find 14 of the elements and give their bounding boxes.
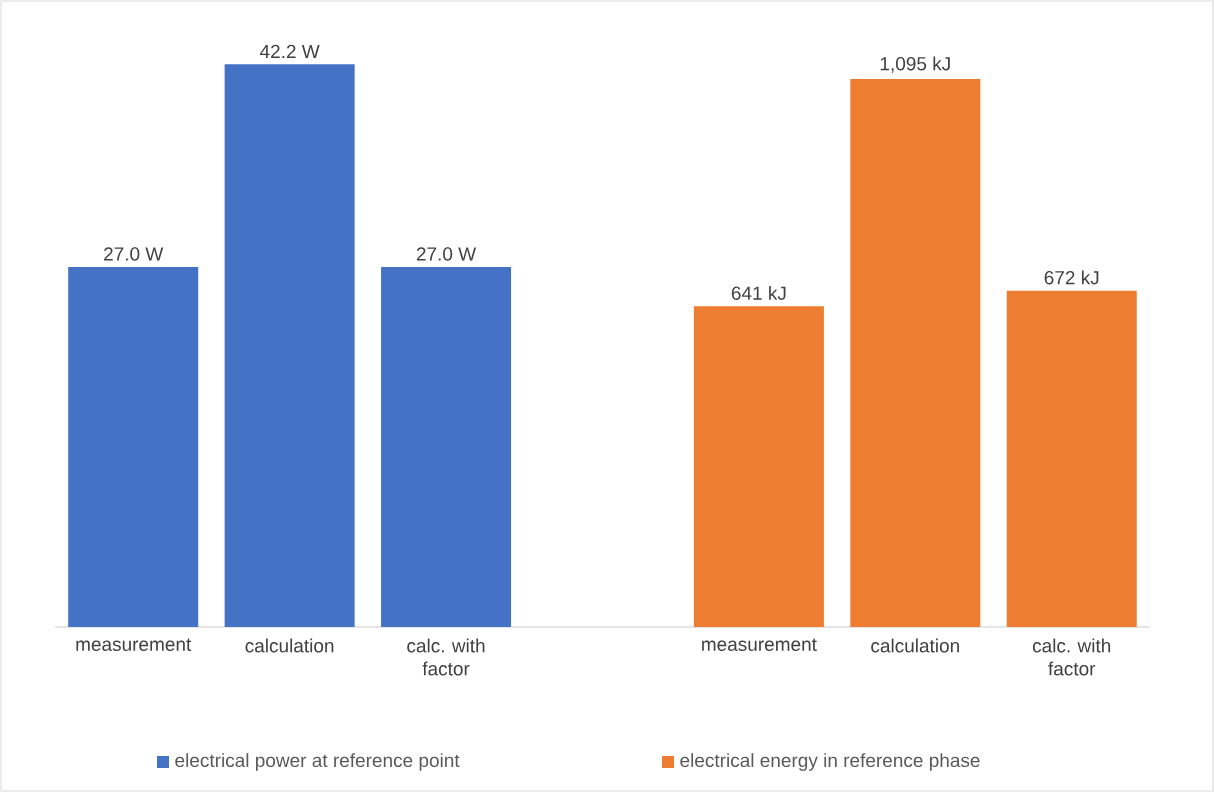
data-label: 42.2 W (259, 44, 320, 58)
legend-label: electrical power at reference point (175, 753, 460, 771)
data-label: 1,095 kJ (880, 56, 950, 73)
x-tick-label: calc. with factor (407, 638, 485, 676)
x-tick-label: calculation (245, 638, 334, 653)
data-label: 27.0 W (416, 247, 477, 261)
x-tick-label: calculation (871, 638, 959, 653)
data-label: 27.0 W (104, 247, 164, 261)
legend-label: electrical energy in reference phase (680, 753, 980, 771)
data-label: 641 kJ (731, 285, 786, 300)
x-tick-label: measurement (702, 638, 817, 651)
x-tick-label: calc. with factor (1032, 638, 1111, 676)
x-tick-label: measurement (76, 638, 192, 651)
data-label: 672 kJ (1044, 270, 1099, 285)
